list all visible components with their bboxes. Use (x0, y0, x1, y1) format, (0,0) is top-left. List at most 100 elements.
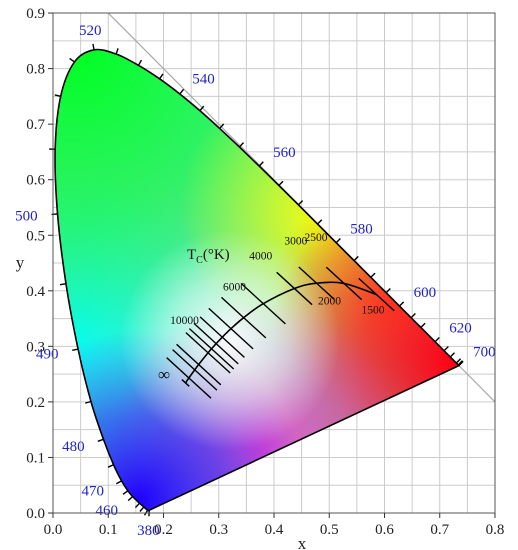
wavelength-tick (139, 506, 145, 512)
y-tick-label: 0.6 (26, 173, 45, 189)
y-tick-label: 0.5 (26, 228, 45, 244)
color-temperature-title-rest: (°K) (203, 247, 230, 263)
wavelength-tick (278, 180, 284, 186)
x-tick-label: 0.6 (375, 522, 394, 538)
temperature-tick (358, 277, 395, 312)
temperature-label: 2500 (305, 232, 328, 244)
wavelength-label: 480 (62, 439, 85, 455)
temperature-tick (325, 266, 363, 301)
y-axis-label: y (16, 253, 25, 272)
wavelength-label: 600 (414, 285, 437, 301)
wavelength-tick (219, 123, 225, 129)
wavelength-label: 700 (473, 345, 496, 361)
x-tick-label: 0.8 (486, 522, 505, 538)
y-tick-label: 0.8 (26, 62, 45, 78)
wavelength-tick (199, 105, 205, 112)
wavelength-tick (385, 288, 391, 294)
temperature-tick (188, 328, 235, 370)
y-tick-label: 0.2 (26, 395, 45, 411)
temperature-tick (240, 282, 286, 325)
wavelength-tick (353, 255, 359, 262)
wavelength-tick (398, 301, 405, 307)
wavelength-tick (179, 88, 185, 95)
wavelength-label: 460 (96, 503, 119, 519)
temperature-label: 1500 (362, 305, 385, 317)
axes (48, 12, 496, 518)
x-axis-tick-labels: 0.0 0.1 0.2 0.3 0.4 0.5 0.6 0.7 0.8 (44, 522, 505, 538)
wavelength-tick (370, 272, 376, 278)
x-tick-label: 0.3 (209, 522, 228, 538)
spectral-locus-outline (54, 48, 460, 512)
temperature-tick (298, 266, 335, 300)
temperature-tick (199, 316, 245, 358)
planckian-locus-ticks (166, 266, 395, 399)
wavelength-tick (59, 283, 67, 286)
wavelength-tick (449, 352, 455, 358)
wavelength-tick (317, 219, 323, 225)
wavelength-tick (107, 464, 114, 468)
temperature-label: 4000 (249, 251, 272, 263)
wavelength-label: 620 (449, 321, 472, 337)
wavelength-label: 470 (82, 484, 105, 500)
wavelength-tick (54, 94, 61, 97)
y-tick-label: 0.7 (26, 117, 45, 133)
wavelength-tick (420, 322, 426, 328)
wavelength-label: 380 (137, 523, 160, 539)
wavelength-tick (97, 438, 104, 442)
temperature-tick (208, 307, 254, 350)
wavelength-tick (92, 43, 95, 50)
wavelength-tick (134, 502, 141, 509)
wavelength-label: 580 (350, 222, 373, 238)
temperature-tick (166, 357, 212, 399)
y-tick-label: 0.0 (26, 506, 45, 522)
wavelength-tick (159, 73, 164, 80)
x-tick-label: 0.4 (265, 522, 284, 538)
wavelength-tick (258, 161, 264, 167)
wavelength-label: 500 (15, 209, 38, 225)
infinity-label: ∞ (158, 365, 170, 384)
x-tick-label: 0.7 (430, 522, 449, 538)
wavelength-label: 560 (273, 145, 296, 161)
temperature-label: 3000 (284, 236, 307, 248)
temperature-label: 10000 (170, 315, 199, 327)
spectral-locus-ticks (49, 43, 464, 517)
wavelength-tick (443, 346, 449, 352)
y-axis-tick-labels: 0.0 0.1 0.2 0.3 0.4 0.5 0.6 0.7 0.8 0.9 (26, 6, 45, 522)
x-axis-label: x (298, 534, 307, 550)
wavelength-tick (115, 480, 122, 485)
temperature-tick (185, 332, 231, 374)
temperature-label: 6000 (223, 282, 246, 294)
temperature-tick (276, 271, 313, 306)
wavelength-tick (72, 348, 79, 352)
wavelength-tick (122, 490, 129, 495)
wavelength-tick (335, 237, 341, 244)
wavelength-tick (410, 313, 416, 319)
x-tick-label: 0.0 (44, 522, 63, 538)
infinity-tick (181, 379, 190, 387)
wavelength-tick (115, 48, 119, 55)
wavelength-tick (84, 400, 92, 404)
y-tick-label: 0.9 (26, 6, 45, 22)
temperature-tick (221, 296, 267, 339)
wavelength-tick (137, 59, 143, 66)
wavelength-tick (69, 57, 75, 63)
color-temperature-title: TC(°K) (187, 247, 230, 266)
color-temperature-title-sub: C (196, 255, 203, 266)
y-tick-label: 0.1 (26, 450, 45, 466)
y-tick-label: 0.4 (26, 284, 45, 300)
wavelength-label: 540 (192, 71, 215, 87)
x-tick-label: 0.2 (154, 522, 173, 538)
wavelength-tick (297, 200, 304, 206)
wavelength-tick (238, 142, 245, 148)
x-tick-label: 0.1 (99, 522, 118, 538)
temperature-tick (172, 349, 218, 391)
wavelength-tick (455, 358, 462, 364)
y-tick-label: 0.3 (26, 339, 45, 355)
wavelength-tick (458, 360, 464, 367)
wavelength-tick (434, 337, 440, 343)
x-tick-label: 0.5 (320, 522, 339, 538)
temperature-label: 2000 (318, 295, 341, 307)
wavelength-tick (127, 495, 134, 502)
